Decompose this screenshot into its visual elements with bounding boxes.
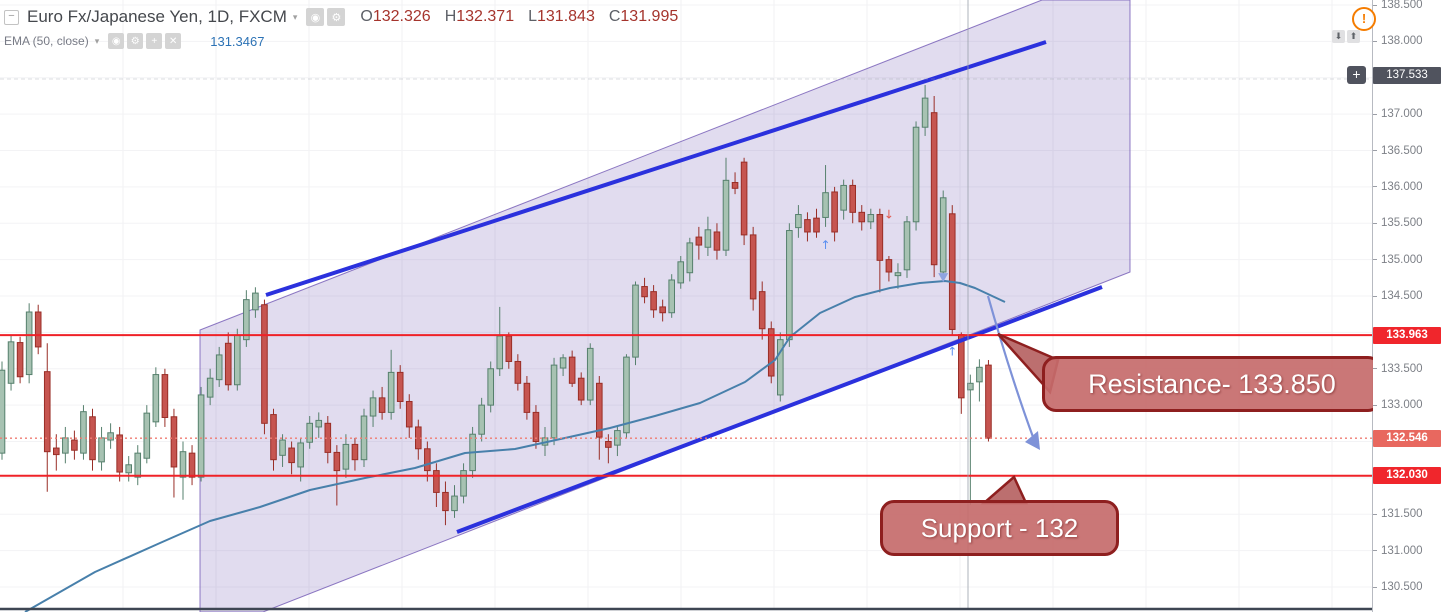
indicator-row: EMA (50, close) ▾ ◉ ⚙ + ✕ 131.3467 [4,31,678,51]
ema-line[interactable] [24,280,1006,612]
axis-price-label: 130.500 [1373,580,1442,595]
axis-tick [1373,513,1377,515]
warning-icon[interactable]: ! [1352,7,1376,31]
axis-tick [1373,4,1377,6]
collapse-legend-icon[interactable]: − [4,9,19,25]
legend: − Euro Fx/Japanese Yen, 1D, FXCM ▾ ◉ ⚙ O1… [4,5,678,51]
candlestick-series [0,85,992,526]
eye-icon[interactable]: ◉ [306,8,325,26]
axis-tick [1373,113,1377,115]
ohlc-o-value: O132.326 [360,8,431,25]
axis-tick [1373,550,1377,552]
axis-tick [1373,222,1377,224]
level-price-badge: 133.963 [1373,326,1441,344]
ohlc-l-value: L131.843 [528,8,595,25]
symbol-title[interactable]: Euro Fx/Japanese Yen, 1D, FXCM [27,7,287,26]
symbol-row: − Euro Fx/Japanese Yen, 1D, FXCM ▾ ◉ ⚙ O1… [4,5,678,29]
scroll-down-icon[interactable]: ⬇ [1332,30,1345,43]
sell-arrow-icon: ↓ [884,208,894,222]
add-alert-plus-button[interactable]: + [1347,66,1366,85]
axis-tick [1373,368,1377,370]
axis-price-label: 138.500 [1373,0,1442,13]
axis-price-label: 131.500 [1373,507,1442,522]
axis-price-label: 133.500 [1373,361,1442,376]
axis-price-label: 136.500 [1373,143,1442,158]
buy-arrow-icon: ↑ [947,344,957,358]
axis-price-label: 135.000 [1373,252,1442,267]
axis-price-label: 137.000 [1373,107,1442,122]
indicator-row-buttons: ◉ ⚙ + ✕ [108,33,182,49]
ohlc-values: O132.326 H132.371 L131.843 C131.995 [360,8,678,26]
indicator-title[interactable]: EMA (50, close) [4,34,89,48]
symbol-row-buttons: ◉ ⚙ [306,8,346,26]
axis-tick [1373,150,1377,151]
axis-price-label: 135.500 [1373,216,1442,231]
chevron-down-icon[interactable]: ▾ [94,35,100,46]
axis-tick [1373,186,1377,188]
upper-trendline-drawing[interactable] [265,40,1047,297]
axis-tick [1373,404,1377,406]
axis-tick [1373,259,1377,261]
ohlc-c-value: C131.995 [608,8,679,25]
chevron-down-icon[interactable]: ▾ [292,11,298,22]
buy-arrow-icon: ↑ [821,238,831,252]
axis-price-label: 133.000 [1373,398,1442,413]
level-price-badge: 132.030 [1373,467,1441,485]
axis-price-label: 134.500 [1373,289,1442,304]
scroll-up-icon[interactable]: ⬆ [1347,30,1360,43]
parallel-channel-drawing[interactable] [199,0,1131,612]
lower-trendline-drawing[interactable] [456,285,1103,534]
axis-price-label: 136.000 [1373,179,1442,194]
resistance-callout[interactable]: Resistance- 133.850 [1042,356,1382,412]
price-axis[interactable]: 138.500 138.000 137.533 +137.000 136.500 136.… [1347,0,1442,612]
support-callout[interactable]: Support - 132 [880,500,1119,556]
crosshair-price-badge: 137.533 [1373,66,1441,84]
ohlc-h-value: H132.371 [444,8,515,25]
axis-tick [1373,586,1377,588]
last-price-badge: 132.546 [1373,429,1441,447]
gridlines [0,4,1372,588]
axis-price-label: 138.000 [1373,34,1442,49]
eye-icon[interactable]: ◉ [108,33,125,49]
indicator-value: 131.3467 [210,33,265,49]
sell-arrow-icon [938,273,949,283]
plus-icon[interactable]: + [146,33,163,49]
close-icon[interactable]: ✕ [165,33,182,49]
gear-icon[interactable]: ⚙ [127,33,144,49]
axis-price-label: 131.000 [1373,543,1442,558]
gear-icon[interactable]: ⚙ [327,8,346,26]
projection-arrowhead [1025,431,1040,450]
axis-tick [1373,40,1377,42]
axis-tick [1373,295,1377,297]
